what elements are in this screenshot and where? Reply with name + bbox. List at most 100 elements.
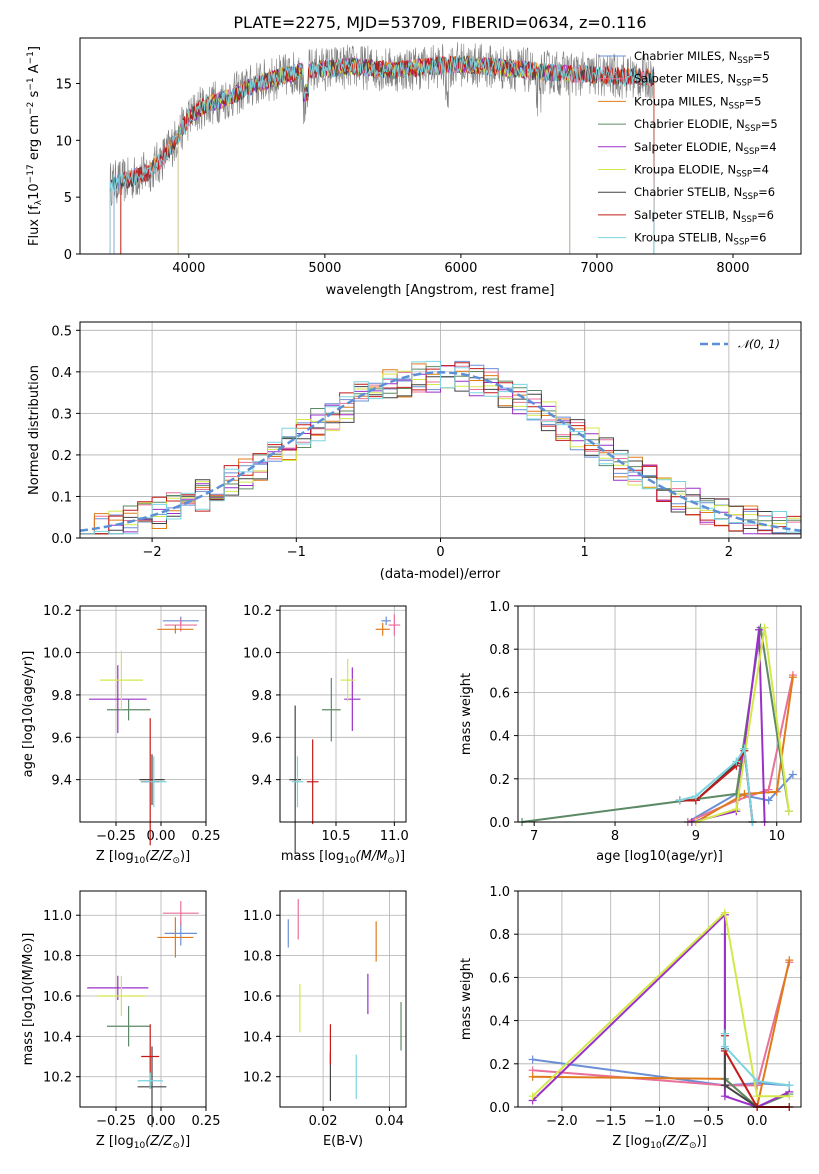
mass-weight-vs-Z-marker-krou_stelib — [720, 1042, 729, 1051]
age-vs-mass-frame — [279, 605, 407, 823]
spectrum-ytick-label: 10 — [55, 134, 72, 149]
age-vs-Z-xtick-label: −0.25 — [96, 829, 136, 844]
mass-vs-ebv-ytick-label: 10.2 — [243, 1071, 272, 1086]
spectrum-panel: PLATE=2275, MJD=53709, FIBERID=0634, z=0… — [26, 13, 802, 298]
residual-yticks: 0.0 0.1 0.2 0.3 0.4 0.5 — [51, 324, 80, 547]
age-vs-Z-ylabel: age [log10(age/yr)] — [21, 651, 36, 778]
mass-weight-vs-Z-ytick-label: 0.8 — [489, 928, 510, 943]
spectrum-xtick-label: 6000 — [444, 261, 477, 276]
mass-weight-vs-age-marker-krou_stelib — [740, 744, 749, 753]
age-vs-Z-frame — [79, 605, 207, 823]
age-vs-mass-xlabel: mass [log10(M/M⊙)] — [281, 849, 405, 866]
spectrum-lines — [109, 42, 655, 255]
gaussian-legend-label: 𝒩(0, 1) — [738, 337, 780, 351]
mass-weight-vs-Z-ytick-label: 0.2 — [489, 1058, 510, 1073]
mass-weight-vs-age-marker-krou_miles — [772, 787, 781, 796]
mass-weight-vs-age-marker-krou_stelib — [675, 796, 684, 805]
residual-ytick-label: 0.2 — [51, 449, 72, 464]
mass-vs-Z-ytick-label: 11.0 — [43, 909, 72, 924]
mass-weight-vs-age-marker-krou_miles — [788, 673, 797, 682]
mass-weight-vs-Z-series-chab_miles — [532, 1058, 790, 1087]
mass-weight-vs-age-ytick-label: 0.6 — [489, 686, 510, 701]
mass-weight-vs-Z-xtick-label: −2.0 — [546, 1114, 578, 1129]
spectrum-title: PLATE=2275, MJD=53709, FIBERID=0634, z=0… — [233, 13, 646, 32]
mass-vs-Z-ytick-label: 10.8 — [43, 950, 72, 965]
gaussian-curve — [79, 371, 802, 532]
age-vs-Z-xtick-label: 0.25 — [192, 829, 221, 844]
age-vs-mass-xtick-label: 11.0 — [380, 829, 409, 844]
age-vs-Z-panel: −0.25 0.00 0.25 9.4 9.6 9.8 10.0 10.2 Z [log10(Z… — [21, 604, 220, 866]
legend-label-krou_elodie: Kroupa ELODIE, NSSP=4 — [634, 163, 769, 180]
mass-weight-vs-age-xtick-label: 10 — [768, 829, 785, 844]
spectrum-yticks: 0 5 10 15 — [55, 77, 80, 263]
mass-vs-ebv-frame — [279, 890, 407, 1108]
age-vs-mass-ytick-label: 10.0 — [243, 647, 272, 662]
mass-weight-vs-age-marker-chab_miles — [788, 770, 797, 779]
mass-weight-vs-Z-marker-krou_miles — [528, 1072, 537, 1081]
mass-weight-vs-Z-marker-krou_elodie — [528, 1092, 537, 1101]
mass-weight-vs-Z-panel: −2.0 −1.5 −1.0 −0.5 0.0 0.0 0.2 0.4 0.6 0.8 1.0 Z [… — [459, 885, 802, 1151]
mass-weight-vs-age-series-salp_miles — [687, 674, 794, 823]
spectrum-ytick-label: 0 — [64, 248, 72, 263]
mass-weight-vs-age-ytick-label: 0.8 — [489, 643, 510, 658]
model-spectrum-krou_stelib — [109, 55, 655, 255]
spectrum-ylabel: Flux [fλ10−17 erg cm−2 s−1 A−1] — [26, 46, 44, 246]
mass-weight-vs-Z-marker-krou_elodie — [753, 1092, 762, 1101]
mass-weight-vs-Z-xlabel: Z [log10(Z/Z⊙)] — [612, 1134, 706, 1151]
residual-hist-salp_elodie — [80, 365, 801, 535]
residual-hist-krou_miles — [80, 363, 801, 535]
mass-vs-ebv-ytick-label: 10.4 — [243, 1030, 272, 1045]
mass-weight-vs-Z-series-krou_elodie — [531, 910, 790, 1098]
mass-vs-Z-xtick-label: 0.00 — [147, 1114, 176, 1129]
mass-weight-vs-age-ylabel: mass weight — [459, 673, 474, 755]
residual-xtick-label: 0 — [436, 545, 444, 560]
mass-weight-vs-age-xtick-label: 7 — [530, 829, 538, 844]
mass-weight-vs-age-marker-krou_elodie — [732, 805, 741, 814]
mass-weight-vs-Z-marker-krou_elodie — [785, 1092, 794, 1101]
legend-label-chab_stelib: Chabrier STELIB, NSSP=6 — [634, 185, 775, 202]
mass-vs-ebv-xtick-label: 0.04 — [375, 1114, 404, 1129]
mass-weight-vs-age-marker-krou_elodie — [760, 623, 769, 632]
age-vs-mass-ytick-label: 9.6 — [251, 731, 272, 746]
mass-weight-vs-age-marker-krou_miles — [740, 789, 749, 798]
residual-xticks: −2 −1 0 1 2 — [143, 538, 733, 560]
mass-weight-vs-Z-xtick-label: 0.0 — [747, 1114, 768, 1129]
mass-vs-ebv-ytick-label: 10.8 — [243, 950, 272, 965]
spectrum-xtick-label: 4000 — [172, 261, 205, 276]
residual-panel: −2 −1 0 1 2 0.0 0.1 0.2 0.3 0.4 0.5 (data-model)/… — [27, 321, 802, 582]
mass-weight-vs-Z-marker-krou_stelib — [720, 1029, 729, 1038]
residual-ytick-label: 0.0 — [51, 532, 72, 547]
age-vs-mass-xtick-label: 10.5 — [322, 829, 351, 844]
mass-vs-ebv-ytick-label: 10.6 — [243, 990, 272, 1005]
mass-weight-vs-Z-marker-krou_stelib — [753, 1077, 762, 1086]
age-vs-mass-panel: 10.5 11.0 9.4 9.6 9.8 10.0 10.2 mass [log10(M/M… — [243, 604, 409, 866]
spectrum-ytick-label: 5 — [64, 191, 72, 206]
mass-weight-vs-age-marker-krou_stelib — [691, 792, 700, 801]
age-vs-mass-ytick-label: 9.4 — [251, 774, 272, 789]
spectrum-xticks: 4000 5000 6000 7000 8000 — [172, 254, 750, 276]
mass-vs-Z-ytick-label: 10.4 — [43, 1030, 72, 1045]
mass-vs-Z-xlabel: Z [log10(Z/Z⊙)] — [96, 1134, 190, 1151]
mass-weight-vs-Z-ytick-label: 0.0 — [489, 1101, 510, 1116]
mass-weight-vs-Z-marker-krou_miles — [785, 956, 794, 965]
residual-xtick-label: −1 — [287, 545, 306, 560]
mass-weight-vs-age-marker-krou_elodie — [784, 807, 793, 816]
mass-vs-ebv-panel: 0.02 0.04 10.2 10.4 10.6 10.8 11.0 E(B-V) — [243, 890, 407, 1149]
model-spectrum-salp_stelib — [120, 55, 655, 255]
mass-weight-vs-Z-marker-krou_stelib — [785, 1081, 794, 1090]
legend-label-salp_stelib: Salpeter STELIB, NSSP=6 — [634, 208, 774, 225]
age-vs-Z-ytick-label: 9.6 — [51, 731, 72, 746]
legend-label-krou_stelib: Kroupa STELIB, NSSP=6 — [634, 231, 766, 248]
mass-vs-ebv-xtick-label: 0.02 — [309, 1114, 338, 1129]
spectrum-xtick-label: 8000 — [716, 261, 749, 276]
mass-weight-vs-age-panel: 7 8 9 10 0.0 0.2 0.4 0.6 0.8 1.0 age [log10(age/yr… — [459, 600, 802, 864]
mass-weight-vs-Z-marker-salp_elodie — [720, 1092, 729, 1101]
residual-ytick-label: 0.3 — [51, 407, 72, 422]
mass-weight-vs-Z-ytick-label: 1.0 — [489, 885, 510, 900]
age-vs-mass-ytick-label: 10.2 — [243, 604, 272, 619]
mass-weight-vs-Z-ylabel: mass weight — [459, 958, 474, 1040]
mass-vs-ebv-xlabel: E(B-V) — [323, 1134, 363, 1149]
mass-weight-vs-age-ytick-label: 1.0 — [489, 600, 510, 615]
mass-weight-vs-Z-ytick-label: 0.4 — [489, 1015, 510, 1030]
